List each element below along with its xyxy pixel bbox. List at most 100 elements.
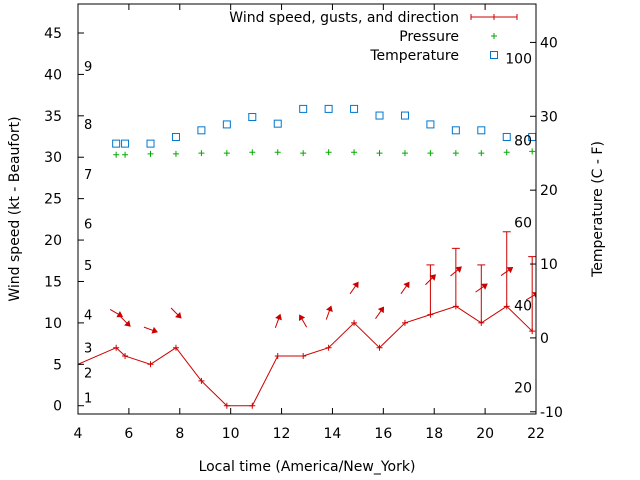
wind-arrow-head — [116, 310, 124, 318]
axis-ticks — [77, 4, 537, 414]
y2-tick-label: 0 — [540, 331, 549, 347]
y-tick-label: 10 — [44, 316, 62, 332]
legend-label-wind: Wind speed, gusts, and direction — [229, 10, 459, 26]
temperature-point — [375, 111, 384, 120]
wind-direction-arrow — [525, 293, 536, 301]
temperature-point — [502, 132, 511, 141]
wind-arrow-head — [455, 266, 462, 273]
temperature-point — [477, 126, 486, 135]
temperature-point — [451, 126, 460, 135]
wind-point — [325, 344, 332, 351]
data-markers — [78, 104, 536, 409]
y-tick-label: 0 — [53, 399, 62, 415]
wind-point — [351, 319, 358, 326]
wind-arrow-head — [352, 281, 359, 289]
wind-point — [452, 303, 459, 310]
wind-arrow-head — [124, 320, 131, 327]
wind-arrow-head — [151, 326, 158, 334]
y2-axis-title: Temperature (C - F) — [590, 141, 606, 278]
pressure-point — [351, 149, 358, 156]
pressure-point — [427, 150, 434, 157]
x-tick-label: 8 — [175, 426, 184, 442]
y-tick-label: 30 — [44, 150, 62, 166]
beaufort-label: 9 — [84, 60, 92, 75]
y2-tick-label: -10 — [540, 405, 563, 421]
y-tick-label: 25 — [44, 192, 62, 208]
y-axis-title: Wind speed (kt - Beaufort) — [7, 116, 23, 301]
y2-tick-label: 30 — [540, 109, 558, 125]
pressure-point — [198, 150, 205, 157]
pressure-point — [300, 150, 307, 157]
wind-point — [172, 344, 179, 351]
temperature-point — [222, 120, 231, 129]
pressure-point — [452, 150, 459, 157]
pressure-point — [376, 150, 383, 157]
wind-point — [376, 344, 383, 351]
y-tick-label: 35 — [44, 109, 62, 125]
pressure-point — [172, 150, 179, 157]
wind-point — [198, 377, 205, 384]
wind-point — [427, 311, 434, 318]
wind-point — [401, 319, 408, 326]
wind-arrow-head — [506, 266, 514, 274]
temperature-point — [171, 132, 180, 141]
temperature-point — [273, 119, 282, 128]
y2-tick-label: 20 — [540, 183, 558, 199]
wind-arrow-head — [429, 274, 437, 281]
fahrenheit-label: 80 — [514, 134, 532, 150]
plot-frame — [77, 3, 537, 415]
wind-arrow-head — [298, 314, 306, 322]
pressure-point — [223, 150, 230, 157]
x-tick-label: 6 — [124, 426, 133, 442]
pressure-point — [529, 148, 536, 155]
legend-label-pressure: Pressure — [399, 29, 459, 45]
wind-point — [529, 328, 536, 335]
temperature-point — [350, 104, 359, 113]
wind-arrow-head — [481, 283, 488, 290]
pressure-point — [249, 149, 256, 156]
fahrenheit-label: 40 — [514, 298, 532, 314]
pressure-point — [325, 149, 332, 156]
y-tick-label: 20 — [44, 233, 62, 249]
temperature-point — [400, 111, 409, 120]
y-tick-label: 15 — [44, 274, 62, 290]
x-tick-label: 12 — [273, 426, 291, 442]
x-tick-label: 18 — [425, 426, 443, 442]
legend: Wind speed, gusts, and direction Pressure… — [229, 10, 518, 64]
temperature-point — [112, 139, 121, 148]
pressure-point — [478, 150, 485, 157]
pressure-point — [122, 151, 129, 158]
wind-arrow-head — [175, 312, 182, 319]
wind-point — [300, 353, 307, 360]
wind-arrow-head — [326, 305, 333, 313]
wind-arrow-head — [275, 313, 282, 321]
legend-sample-pressure — [491, 33, 497, 39]
x-tick-label: 10 — [222, 426, 240, 442]
wind-point — [503, 303, 510, 310]
pressure-point — [401, 150, 408, 157]
beaufort-label: 4 — [84, 309, 92, 324]
x-tick-label: 22 — [527, 426, 545, 442]
legend-label-temperature: Temperature — [369, 48, 459, 64]
temperature-point — [197, 126, 206, 135]
axis-labels: 4 6 8 10 12 14 16 18 20 22051015202530354045-1001… — [7, 26, 606, 475]
temperature-point — [121, 139, 130, 148]
plot-border — [77, 3, 537, 415]
wind-point — [113, 344, 120, 351]
wind-arrow-head — [403, 281, 410, 289]
fahrenheit-label: 60 — [514, 216, 532, 232]
fahrenheit-label: 20 — [514, 380, 532, 396]
x-axis-title: Local time (America/New_York) — [199, 459, 416, 475]
x-tick-label: 4 — [74, 426, 83, 442]
beaufort-label: 1 — [84, 391, 92, 406]
wind-point — [122, 353, 129, 360]
wind-point — [223, 402, 230, 409]
beaufort-label: 6 — [84, 217, 92, 232]
y-tick-label: 45 — [44, 26, 62, 42]
beaufort-label: 3 — [84, 342, 92, 357]
wind-point — [147, 361, 154, 368]
fahrenheit-label: 100 — [505, 52, 532, 68]
y-tick-label: 5 — [53, 357, 62, 373]
